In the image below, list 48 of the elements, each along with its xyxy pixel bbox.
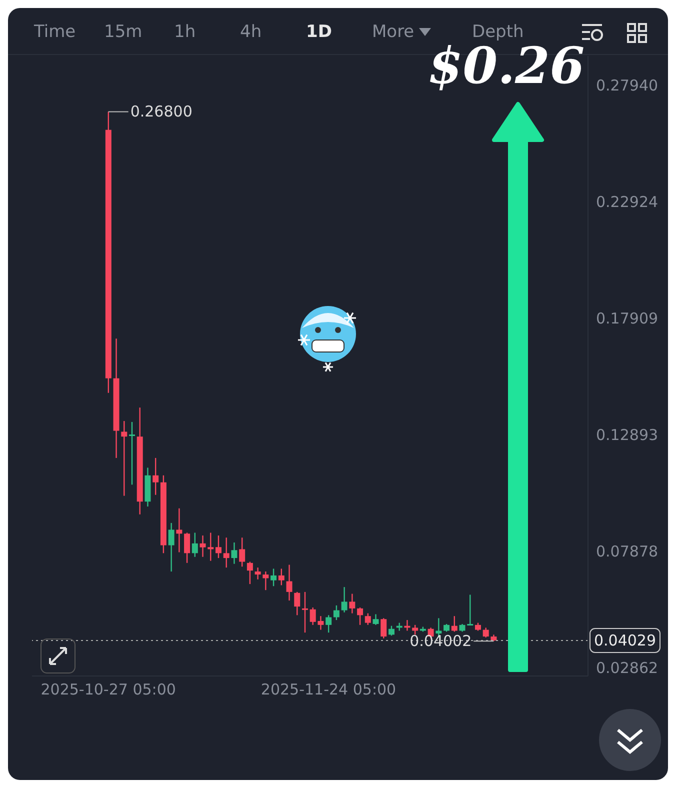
candlestick [254,566,261,580]
candlestick [286,564,292,602]
candlestick [176,508,182,553]
text: 15m [104,22,144,42]
y-tick-label: 0.02862 [596,658,658,677]
text: 4h [240,22,263,42]
candlestick [372,614,379,626]
text: 1D [306,22,333,42]
candlestick [152,457,159,496]
x-tick-label: 2025-11-24 05:00 [260,680,396,699]
candlestick [364,612,371,626]
candlestick [294,591,300,616]
candlestick [223,537,230,568]
text: Time [34,22,77,42]
candlestick [121,420,128,496]
candlestick [349,593,356,614]
y-tick-label: 0.22924 [596,193,658,212]
annotation: 0.04002 [410,632,472,650]
candlestick [231,542,238,564]
candlestick [412,624,418,636]
candlestick [239,537,246,568]
candlestick [246,561,253,585]
candlestick [302,591,308,634]
y-tick-label: 0.27940 [596,76,658,95]
candlestick [388,625,394,636]
x-tick-label: 2025-10-27 05:00 [40,680,176,699]
candlestick [192,532,198,558]
annotation: 0.26800 [130,102,192,121]
candlestick [168,522,174,572]
candlestick [380,618,387,639]
candlestick [184,532,190,564]
text: 1h [174,22,197,42]
y-tick-label: 0.12893 [596,426,658,444]
candlestick [357,606,364,626]
candlestick [129,421,135,486]
candlestick [482,627,489,638]
candlestick [215,534,222,559]
y-tick-label: 0.07878 [596,542,658,560]
text: More [372,22,414,42]
candlestick [270,568,277,587]
candlestick [333,604,340,621]
candlestick [262,570,269,591]
ref-line-label: 0.04029 [594,631,656,650]
candlestick [278,568,284,586]
candlestick [326,614,332,634]
y-tick-label: 0.17909 [596,310,658,328]
candlestick [451,615,458,632]
candlestick [341,586,348,613]
